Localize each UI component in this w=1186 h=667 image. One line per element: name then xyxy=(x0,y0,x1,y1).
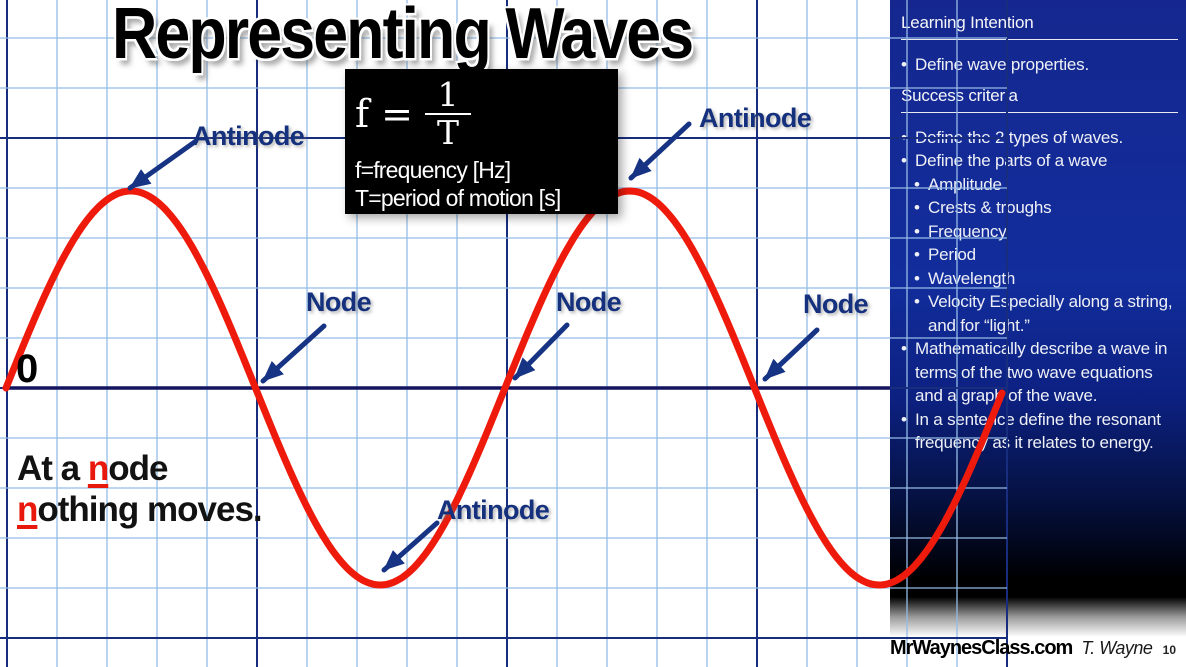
node-label: Node xyxy=(556,287,622,317)
sidebar-bullet-item: • Define the 2 types of waves. xyxy=(901,126,1178,150)
sidebar-item-text: Define the parts of a wave xyxy=(915,151,1108,170)
sidebar-bullet-item: • Define the parts of a wave xyxy=(901,149,1178,173)
bullet-icon: • xyxy=(901,409,907,429)
sidebar-bullet-item: • Frequency xyxy=(914,220,1178,244)
sidebar-bullet-item: • Mathematically describe a wave in terms… xyxy=(901,337,1178,408)
node-label: Node xyxy=(803,289,869,319)
formula-fraction: 1 T xyxy=(424,75,471,151)
note-text: ode xyxy=(108,449,168,488)
origin-zero-label: 0 xyxy=(16,347,39,391)
bullet-icon: • xyxy=(914,198,920,217)
formula-frequency-definition: f=frequency [Hz] xyxy=(355,157,511,183)
formula-box: f = 1 T f=frequency [Hz] T=period of mot… xyxy=(345,69,618,214)
slide-title: Representing Waves xyxy=(112,0,694,74)
sidebar-heading-success-criteria: Success criteria xyxy=(901,83,1178,113)
annotation-arrow xyxy=(628,121,692,181)
sidebar-item-text: Velocity Especially along a string, and … xyxy=(928,292,1173,335)
annotation-arrow xyxy=(762,327,820,382)
sidebar-bullet-item: • Define wave properties. xyxy=(901,53,1178,77)
node-note: At a node nothing moves. xyxy=(17,448,263,530)
bullet-icon: • xyxy=(901,127,907,147)
sidebar-bullet-item: • In a sentence define the resonant frequ… xyxy=(901,408,1178,455)
footer-page-number: 10 xyxy=(1162,643,1176,657)
antinode-label: Antinode xyxy=(699,103,812,133)
sidebar-bullet-item: • Period xyxy=(914,243,1178,267)
bullet-icon: • xyxy=(901,55,907,74)
sidebar-bullet-item: • Crests & troughs xyxy=(914,196,1178,220)
fraction-denominator: T xyxy=(424,113,471,151)
note-text: othing moves. xyxy=(37,490,262,529)
footer-author: T. Wayne xyxy=(1081,638,1153,658)
bullet-icon: • xyxy=(914,174,920,194)
sidebar-item-text: Define wave properties. xyxy=(915,55,1089,74)
sidebar-item-text: Period xyxy=(928,245,976,264)
bullet-icon: • xyxy=(914,292,920,311)
annotation-arrow xyxy=(260,323,327,384)
sidebar-item-text: In a sentence define the resonant freque… xyxy=(915,409,1161,453)
annotation-arrow xyxy=(127,138,199,191)
annotation-arrow xyxy=(512,322,570,381)
bullet-icon: • xyxy=(914,245,920,264)
sidebar-list-success: • Define the 2 types of waves. • Define the… xyxy=(901,126,1178,455)
sidebar-item-text: Frequency xyxy=(928,221,1007,241)
footer-site: MrWaynesClass.com xyxy=(890,637,1073,659)
node-note-line2: nothing moves. xyxy=(17,489,263,530)
bullet-icon: • xyxy=(914,268,920,288)
sidebar: Learning Intention • Define wave properti… xyxy=(888,0,1186,667)
sidebar-item-text: Define the 2 types of waves. xyxy=(915,127,1123,147)
bullet-icon: • xyxy=(901,339,907,358)
node-note-line1: At a node xyxy=(17,448,262,489)
antinode-label: Antinode xyxy=(437,495,550,525)
sidebar-bullet-item: • Velocity Especially along a string, and… xyxy=(914,290,1178,337)
footer: MrWaynesClass.com T. Wayne 10 xyxy=(890,637,1182,660)
node-label: Node xyxy=(306,287,372,317)
formula-lhs: f = xyxy=(355,92,413,136)
annotation-arrow xyxy=(381,520,440,573)
formula-equation: f = 1 T xyxy=(355,71,608,157)
sidebar-item-text: Mathematically describe a wave in terms … xyxy=(915,339,1168,405)
bullet-icon: • xyxy=(901,151,907,170)
sidebar-bullet-item: • Wavelength xyxy=(914,267,1178,291)
antinode-label: Antinode xyxy=(192,121,305,151)
underlined-red-n: n xyxy=(17,490,38,529)
sidebar-item-text: Amplitude xyxy=(928,174,1002,194)
bullet-icon: • xyxy=(914,221,920,241)
sidebar-list-learning: • Define wave properties. xyxy=(901,53,1178,77)
sidebar-item-text: Wavelength xyxy=(928,268,1016,288)
formula-period-definition: T=period of motion [s] xyxy=(355,184,561,211)
sidebar-item-text: Crests & troughs xyxy=(928,198,1052,217)
note-text: At a xyxy=(17,449,88,488)
underlined-red-n: n xyxy=(87,449,109,488)
sidebar-bullet-item: • Amplitude xyxy=(914,173,1178,197)
fraction-numerator: 1 xyxy=(437,75,459,115)
sidebar-heading-learning-intention: Learning Intention xyxy=(901,10,1178,40)
